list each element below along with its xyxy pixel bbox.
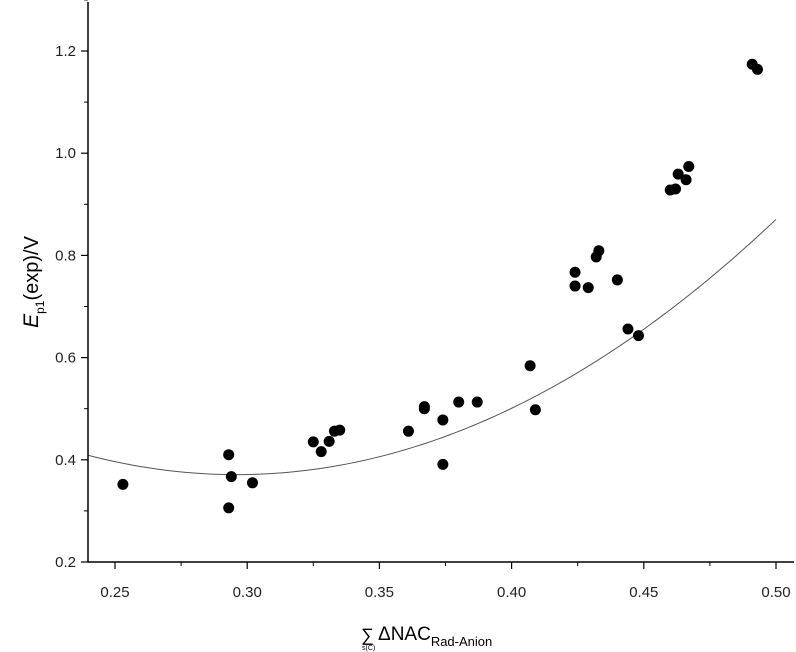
y-tick-label-1: 0.2: [55, 554, 76, 571]
data-point-17: [471, 396, 483, 408]
data-point-24: [593, 245, 605, 257]
data-point-29: [670, 183, 682, 195]
data-point-3: [225, 471, 237, 483]
data-point-13: [418, 401, 430, 413]
y-tick-label-5: 1.0: [55, 145, 76, 162]
x-tick-label-5: 0.45: [629, 584, 658, 601]
data-point-6: [307, 436, 319, 448]
fit-curve-group: [88, 219, 777, 476]
data-point-21: [569, 280, 581, 292]
x-tick-label-2: 0.30: [233, 584, 262, 601]
x-axis-title: ΔNACRad-Anion: [378, 624, 492, 649]
data-point-1: [117, 478, 129, 490]
data-point-31: [680, 174, 692, 186]
data-point-16: [453, 396, 465, 408]
data-point-34: [751, 63, 763, 75]
y-axis-title-main: E: [20, 313, 43, 328]
x-tick-label-4: 0.40: [497, 584, 526, 601]
data-point-25: [611, 274, 623, 286]
fit-curve: [88, 219, 777, 476]
y-tick-label-4: 0.8: [55, 247, 76, 264]
y-tick-label-6: 1.2: [55, 43, 76, 60]
y-tick-label-2: 0.4: [55, 452, 76, 469]
data-point-27: [633, 330, 645, 342]
data-point-22: [582, 282, 594, 294]
x-tick-label-6: 0.50: [761, 584, 790, 601]
y-tick-label-3: 0.6: [55, 350, 76, 367]
x-axis-title-main: ΔNAC: [378, 624, 431, 645]
data-point-15: [437, 458, 449, 470]
data-point-20: [569, 266, 581, 278]
x-axis-title-subscript: Rad-Anion: [431, 634, 492, 649]
data-point-26: [622, 323, 634, 335]
data-point-7: [315, 446, 327, 458]
x-axis-sum-subscript: s(C): [362, 645, 375, 652]
data-point-19: [529, 404, 541, 416]
x-axis-sum-symbol: ∑: [361, 625, 374, 645]
data-point-8: [323, 435, 335, 447]
data-point-30: [672, 168, 684, 180]
data-point-32: [683, 160, 695, 172]
data-point-18: [524, 360, 536, 372]
data-point-11: [402, 425, 414, 437]
data-point-5: [246, 477, 258, 489]
y-axis-title-subscript: p1: [33, 300, 47, 314]
y-ticks: 0.2 0.4 0.6 0.8 1.0 1.2: [55, 0, 88, 571]
data-points: [117, 58, 763, 514]
x-ticks: 0.25 0.30 0.35 0.40 0.45 0.50: [100, 562, 791, 601]
data-point-4: [223, 502, 235, 514]
data-point-2: [223, 449, 235, 461]
y-axis-title: Ep1(exp)/V: [20, 235, 47, 327]
data-point-10: [334, 424, 346, 436]
x-tick-label-3: 0.35: [365, 584, 394, 601]
x-tick-label-1: 0.25: [100, 584, 129, 601]
y-axis-title-rest: (exp)/V: [21, 235, 43, 300]
data-point-14: [437, 414, 449, 426]
